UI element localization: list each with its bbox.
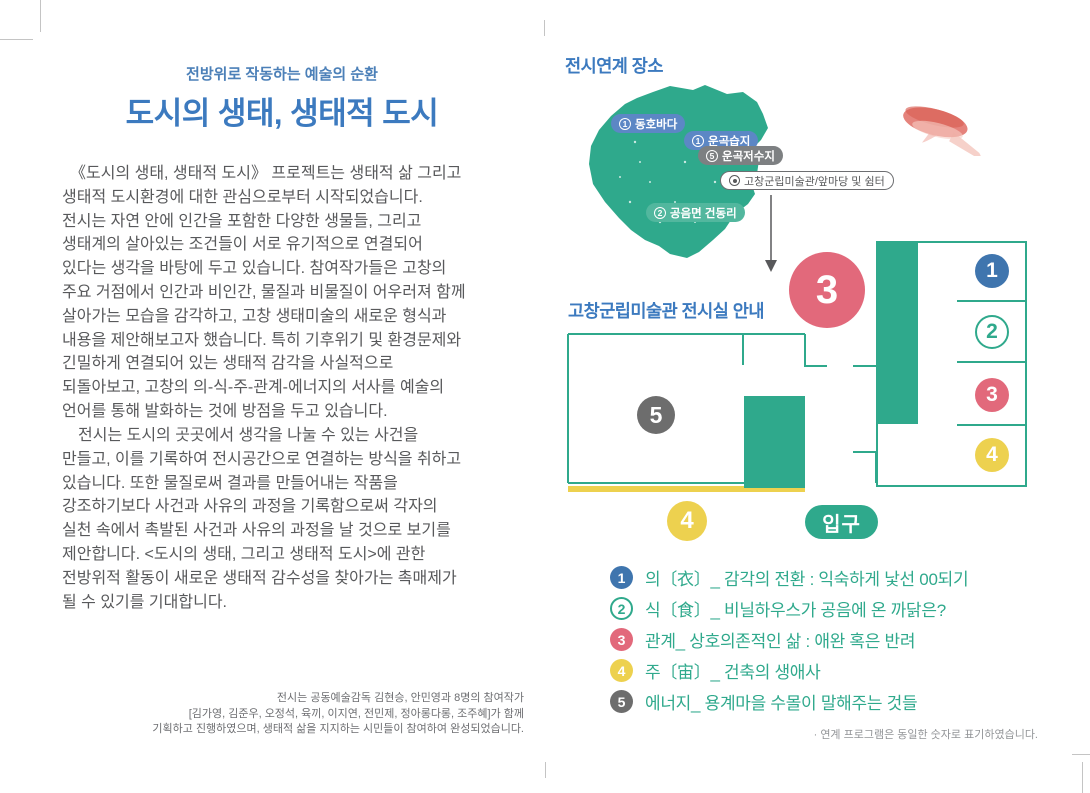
program-legend: 1 의〔衣〕_ 감각의 전환 : 익숙하게 낯선 00되기 2 식〔食〕_ 비닐… xyxy=(610,566,1050,721)
fish-fin xyxy=(922,130,937,143)
program3-circle: 3 xyxy=(789,252,865,328)
label-number: 2 xyxy=(654,206,666,219)
label-text: 공음면 건동리 xyxy=(670,207,737,220)
legend-item-5: 5 에너지_ 용계마을 수몰이 말해주는 것들 xyxy=(610,690,1050,713)
intro-paragraph-1: 《도시의 생태, 생태적 도시》 프로젝트는 생태적 삶 그리고 생태적 도시환… xyxy=(62,165,466,420)
left-subtitle: 전방위로 작동하는 예술의 순환 xyxy=(186,66,378,83)
room1-badge: 1 xyxy=(975,254,1009,288)
legend-text-3: 관계_ 상호의존적인 삶 : 애완 혹은 반려 xyxy=(645,632,916,651)
label-text: 고창군립미술관/앞마당 및 쉼터 xyxy=(744,175,885,188)
legend-number-4: 4 xyxy=(610,659,633,682)
credits-text: 전시는 공동예술감독 김현승, 안민영과 8명의 참여작가 [김가영, 김준우,… xyxy=(152,692,524,735)
entrance-label: 입구 xyxy=(805,505,878,539)
label-number: 5 xyxy=(706,149,718,162)
crop-mark-top-center xyxy=(544,20,545,36)
label-number: 1 xyxy=(692,134,704,147)
legend-number-2: 2 xyxy=(610,597,633,620)
label-number: 1 xyxy=(619,117,631,130)
gallery-floor-plan xyxy=(567,195,1027,492)
label-text: 운곡저수지 xyxy=(722,150,775,163)
section-heading-linked-places: 전시연계 장소 xyxy=(565,56,663,76)
hall5-badge: 5 xyxy=(637,396,675,434)
room4-badge: 4 xyxy=(975,438,1009,472)
map-label-gongeum: 2 공음면 건동리 xyxy=(646,203,745,222)
map-label-ungok-wetland: 1 운곡습지 xyxy=(684,131,759,150)
legend-item-3: 3 관계_ 상호의존적인 삶 : 애완 혹은 반려 xyxy=(610,628,1050,651)
room-dividers xyxy=(957,300,1026,426)
fish-back xyxy=(905,106,964,128)
section-heading-gallery-guide: 고창군립미술관 전시실 안내 xyxy=(568,301,764,321)
outdoor-strip xyxy=(568,486,805,492)
right-wing-wall-block xyxy=(877,242,918,424)
crop-mark-top-left-h xyxy=(0,39,33,40)
fish-belly xyxy=(912,120,963,140)
legend-item-1: 1 의〔衣〕_ 감각의 전환 : 익숙하게 낯선 00되기 xyxy=(610,566,1050,589)
down-arrow xyxy=(765,195,777,272)
crop-mark-bottom-right-v xyxy=(1082,762,1083,793)
center-wall-block xyxy=(744,396,805,488)
outdoor4-badge: 4 xyxy=(667,501,707,541)
room3-badge: 3 xyxy=(975,378,1009,412)
corridor-walls xyxy=(806,365,877,483)
legend-text-2: 식〔食〕_ 비닐하우스가 공음에 온 까닭은? xyxy=(645,601,946,620)
legend-number-3: 3 xyxy=(610,628,633,651)
map-label-dongho-sea: 1 동호바다 xyxy=(611,114,686,133)
legend-text-1: 의〔衣〕_ 감각의 전환 : 익숙하게 낯선 00되기 xyxy=(645,570,969,589)
map-label-ungok-reservoir: 5 운곡저수지 xyxy=(698,146,783,165)
legend-item-4: 4 주〔宙〕_ 건축의 생애사 xyxy=(610,659,1050,682)
fish-illustration xyxy=(903,106,981,156)
crop-mark-bottom-center xyxy=(545,762,546,778)
legend-number-5: 5 xyxy=(610,690,633,713)
legend-item-2: 2 식〔食〕_ 비닐하우스가 공음에 온 까닭은? xyxy=(610,597,1050,620)
legend-text-5: 에너지_ 용계마을 수몰이 말해주는 것들 xyxy=(645,694,918,713)
label-text: 운곡습지 xyxy=(708,135,751,148)
label-text: 동호바다 xyxy=(635,118,678,131)
crop-mark-bottom-right-h xyxy=(1072,754,1090,755)
legend-number-1: 1 xyxy=(610,566,633,589)
crop-mark-top-left-v xyxy=(40,0,41,32)
legend-footnote: · 연계 프로그램은 동일한 숫자로 표기하였습니다. xyxy=(813,729,1038,741)
map-label-museum: 고창군립미술관/앞마당 및 쉼터 xyxy=(720,171,894,190)
target-icon xyxy=(729,175,740,186)
intro-paragraph-2: 전시는 도시의 곳곳에서 생각을 나눌 수 있는 사건을 만들고, 이를 기록하… xyxy=(62,427,462,611)
room2-badge: 2 xyxy=(975,315,1009,349)
page-title: 도시의 생태, 생태적 도시 xyxy=(125,96,439,131)
legend-text-4: 주〔宙〕_ 건축의 생애사 xyxy=(645,663,821,682)
